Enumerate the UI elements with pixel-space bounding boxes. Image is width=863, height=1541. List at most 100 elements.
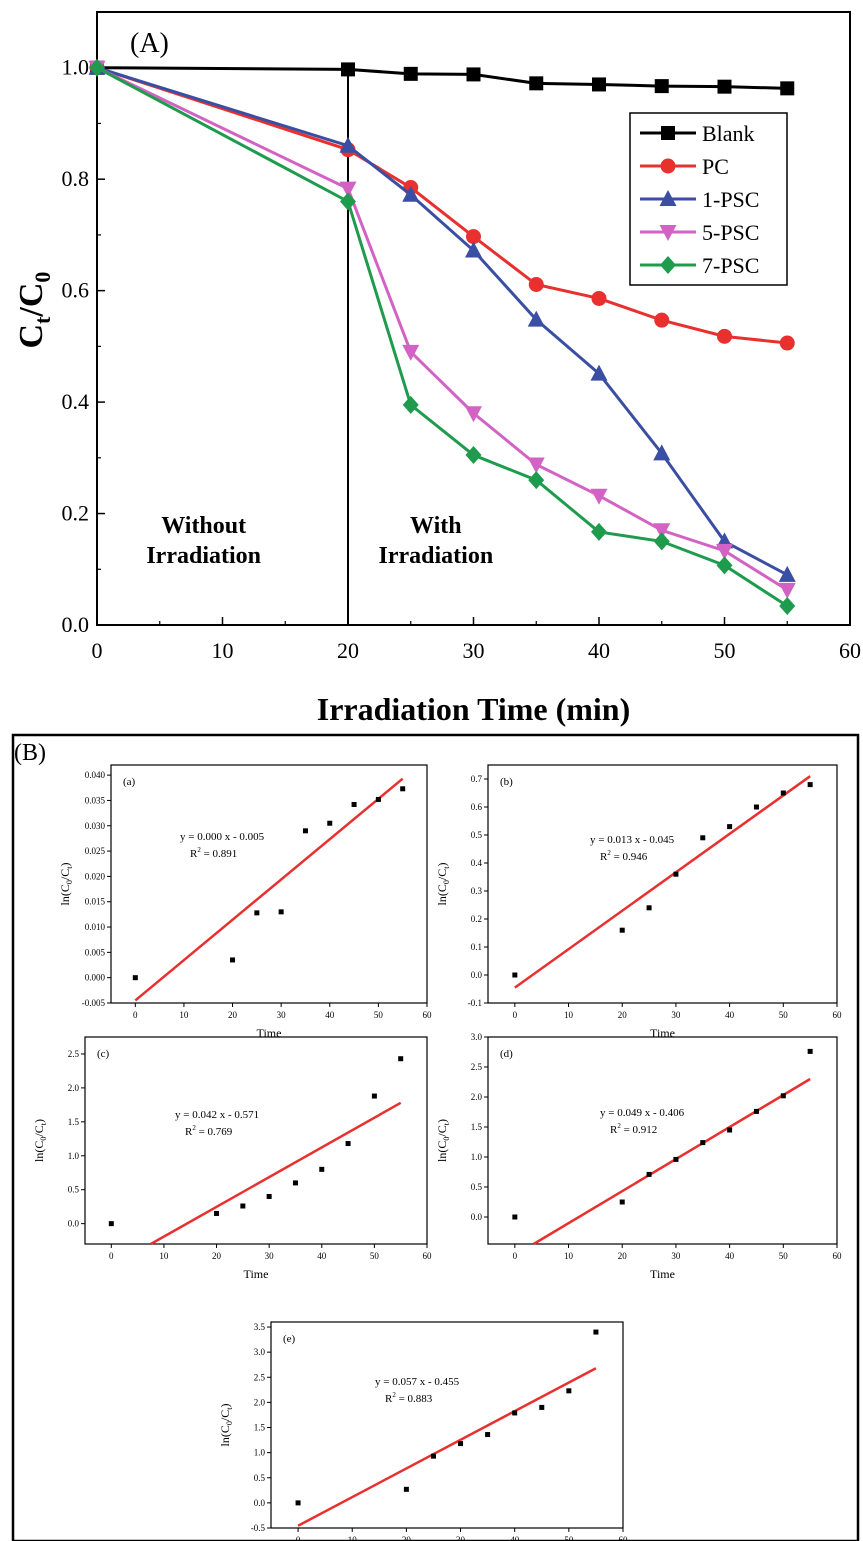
x-tick-label: 10	[564, 1251, 574, 1261]
y-tick-label: 1.0	[62, 55, 90, 80]
y-label-part: ln(C	[58, 884, 72, 905]
x-tick-label: 30	[456, 1535, 466, 1541]
x-tick-label: 0	[296, 1535, 301, 1541]
y-axis-label: ln(C0/Ct)	[435, 1119, 451, 1162]
x-tick-label: 40	[725, 1251, 735, 1261]
legend-marker	[660, 158, 676, 174]
point-5-psc	[339, 181, 357, 198]
r2-r: R	[190, 848, 198, 860]
subplot-label: (e)	[283, 1333, 296, 1345]
y-label-part: )	[32, 1119, 46, 1123]
x-tick-label: 10	[179, 1010, 189, 1020]
y-tick-label: 0.4	[471, 858, 483, 868]
point-7-psc	[340, 192, 356, 211]
y-label-sub-t: t	[30, 316, 55, 324]
x-tick-label: 40	[510, 1535, 520, 1541]
y-tick-label: 0.5	[68, 1185, 80, 1195]
y-label-sub: 0	[442, 880, 451, 884]
fit-line	[150, 1101, 402, 1246]
y-tick-label: 2.0	[254, 1397, 266, 1407]
point-blank	[529, 76, 544, 91]
y-tick-label: 1.0	[471, 1152, 483, 1162]
annotation-line: With	[410, 513, 462, 539]
x-tick-label: 20	[228, 1010, 238, 1020]
y-label-part: /C	[435, 1125, 449, 1136]
legend-label: 1-PSC	[702, 187, 759, 212]
point-blank	[341, 62, 355, 77]
y-tick-label: 0.5	[254, 1473, 266, 1483]
y-tick-label: 0.5	[471, 830, 483, 840]
panel-b-frame	[11, 733, 860, 1541]
subplot-frame	[84, 1036, 428, 1245]
x-tick-label: 60	[833, 1010, 843, 1020]
data-point	[371, 1093, 377, 1099]
x-tick-label: 50	[564, 1535, 574, 1541]
x-axis-label: Time	[650, 1267, 675, 1281]
x-tick-label: 50	[374, 1010, 384, 1020]
x-tick-label: 50	[714, 638, 736, 663]
point-1-psc	[527, 310, 545, 327]
point-pc	[591, 290, 607, 306]
y-tick-label: 3.0	[471, 1032, 483, 1042]
y-label-part: )	[58, 863, 72, 867]
data-point	[375, 796, 381, 802]
y-tick-label: 1.5	[254, 1423, 266, 1433]
x-tick-label: 30	[277, 1010, 287, 1020]
point-5-psc	[716, 543, 733, 560]
annotation-line: Irradiation	[146, 543, 261, 569]
r2-value: = 0.769	[196, 1126, 233, 1138]
y-label-part: )	[435, 863, 449, 867]
data-point	[619, 1199, 625, 1205]
y-label-part: /C	[218, 1410, 232, 1421]
fit-equation: y = 0.042 x - 0.571	[175, 1109, 259, 1121]
y-tick-label: 0.7	[471, 774, 483, 784]
y-tick-label: 0.6	[62, 278, 90, 303]
x-tick-label: 10	[212, 638, 234, 663]
r-squared: R2 = 0.883	[385, 1391, 433, 1405]
y-label-part: /C	[32, 1125, 46, 1136]
x-tick-label: 60	[423, 1010, 433, 1020]
fit-equation: y = 0.057 x - 0.455	[375, 1376, 460, 1388]
x-axis-label: Time	[244, 1267, 269, 1281]
point-1-psc	[402, 185, 420, 202]
y-tick-label: 0.2	[471, 914, 482, 924]
r2-value: = 0.891	[201, 848, 237, 860]
data-point	[753, 1108, 759, 1114]
data-point	[566, 1388, 572, 1394]
point-5-psc	[527, 457, 545, 474]
legend-label: 5-PSC	[702, 220, 759, 245]
y-tick-label: 0.5	[471, 1182, 483, 1192]
y-label-sub: t	[225, 1407, 234, 1410]
subplot-frame	[110, 764, 428, 1004]
x-tick-label: 40	[725, 1010, 735, 1020]
x-tick-label: 10	[348, 1535, 358, 1541]
r2-value: = 0.883	[396, 1393, 433, 1405]
x-tick-label: 10	[564, 1010, 574, 1020]
data-point	[295, 1500, 301, 1506]
y-tick-label: 1.0	[68, 1151, 80, 1161]
y-tick-label: 3.5	[254, 1322, 266, 1332]
point-5-psc	[402, 344, 420, 361]
y-tick-label: 3.0	[254, 1347, 266, 1357]
point-1-psc	[339, 136, 357, 153]
y-label-sub: 0	[65, 880, 74, 884]
x-tick-label: 20	[402, 1535, 412, 1541]
x-tick-label: 0	[92, 638, 103, 663]
fit-equation: y = 0.000 x - 0.005	[180, 831, 265, 843]
data-point	[727, 824, 733, 830]
point-1-psc	[778, 565, 796, 582]
y-label-sub: t	[39, 1122, 48, 1125]
point-5-psc	[590, 488, 608, 505]
x-axis-label: Time	[650, 1026, 675, 1040]
r-squared: R2 = 0.891	[190, 846, 237, 860]
data-point	[807, 1048, 813, 1054]
subplot-c: (c)0 10 20 30 40 50 600.00.51.01.52.02.5Timeln…	[32, 1036, 432, 1281]
y-tick-label: 0.0	[62, 612, 90, 637]
x-tick-label: 20	[618, 1251, 628, 1261]
legend-marker	[660, 256, 676, 274]
legend-marker	[661, 126, 675, 140]
y-tick-label: 0.0	[68, 1219, 80, 1229]
point-blank	[466, 67, 481, 82]
data-point	[753, 804, 759, 810]
subplot-d: (d)0 10 20 30 40 50 600.00.51.01.52.02.53.0Tim…	[435, 1032, 842, 1281]
